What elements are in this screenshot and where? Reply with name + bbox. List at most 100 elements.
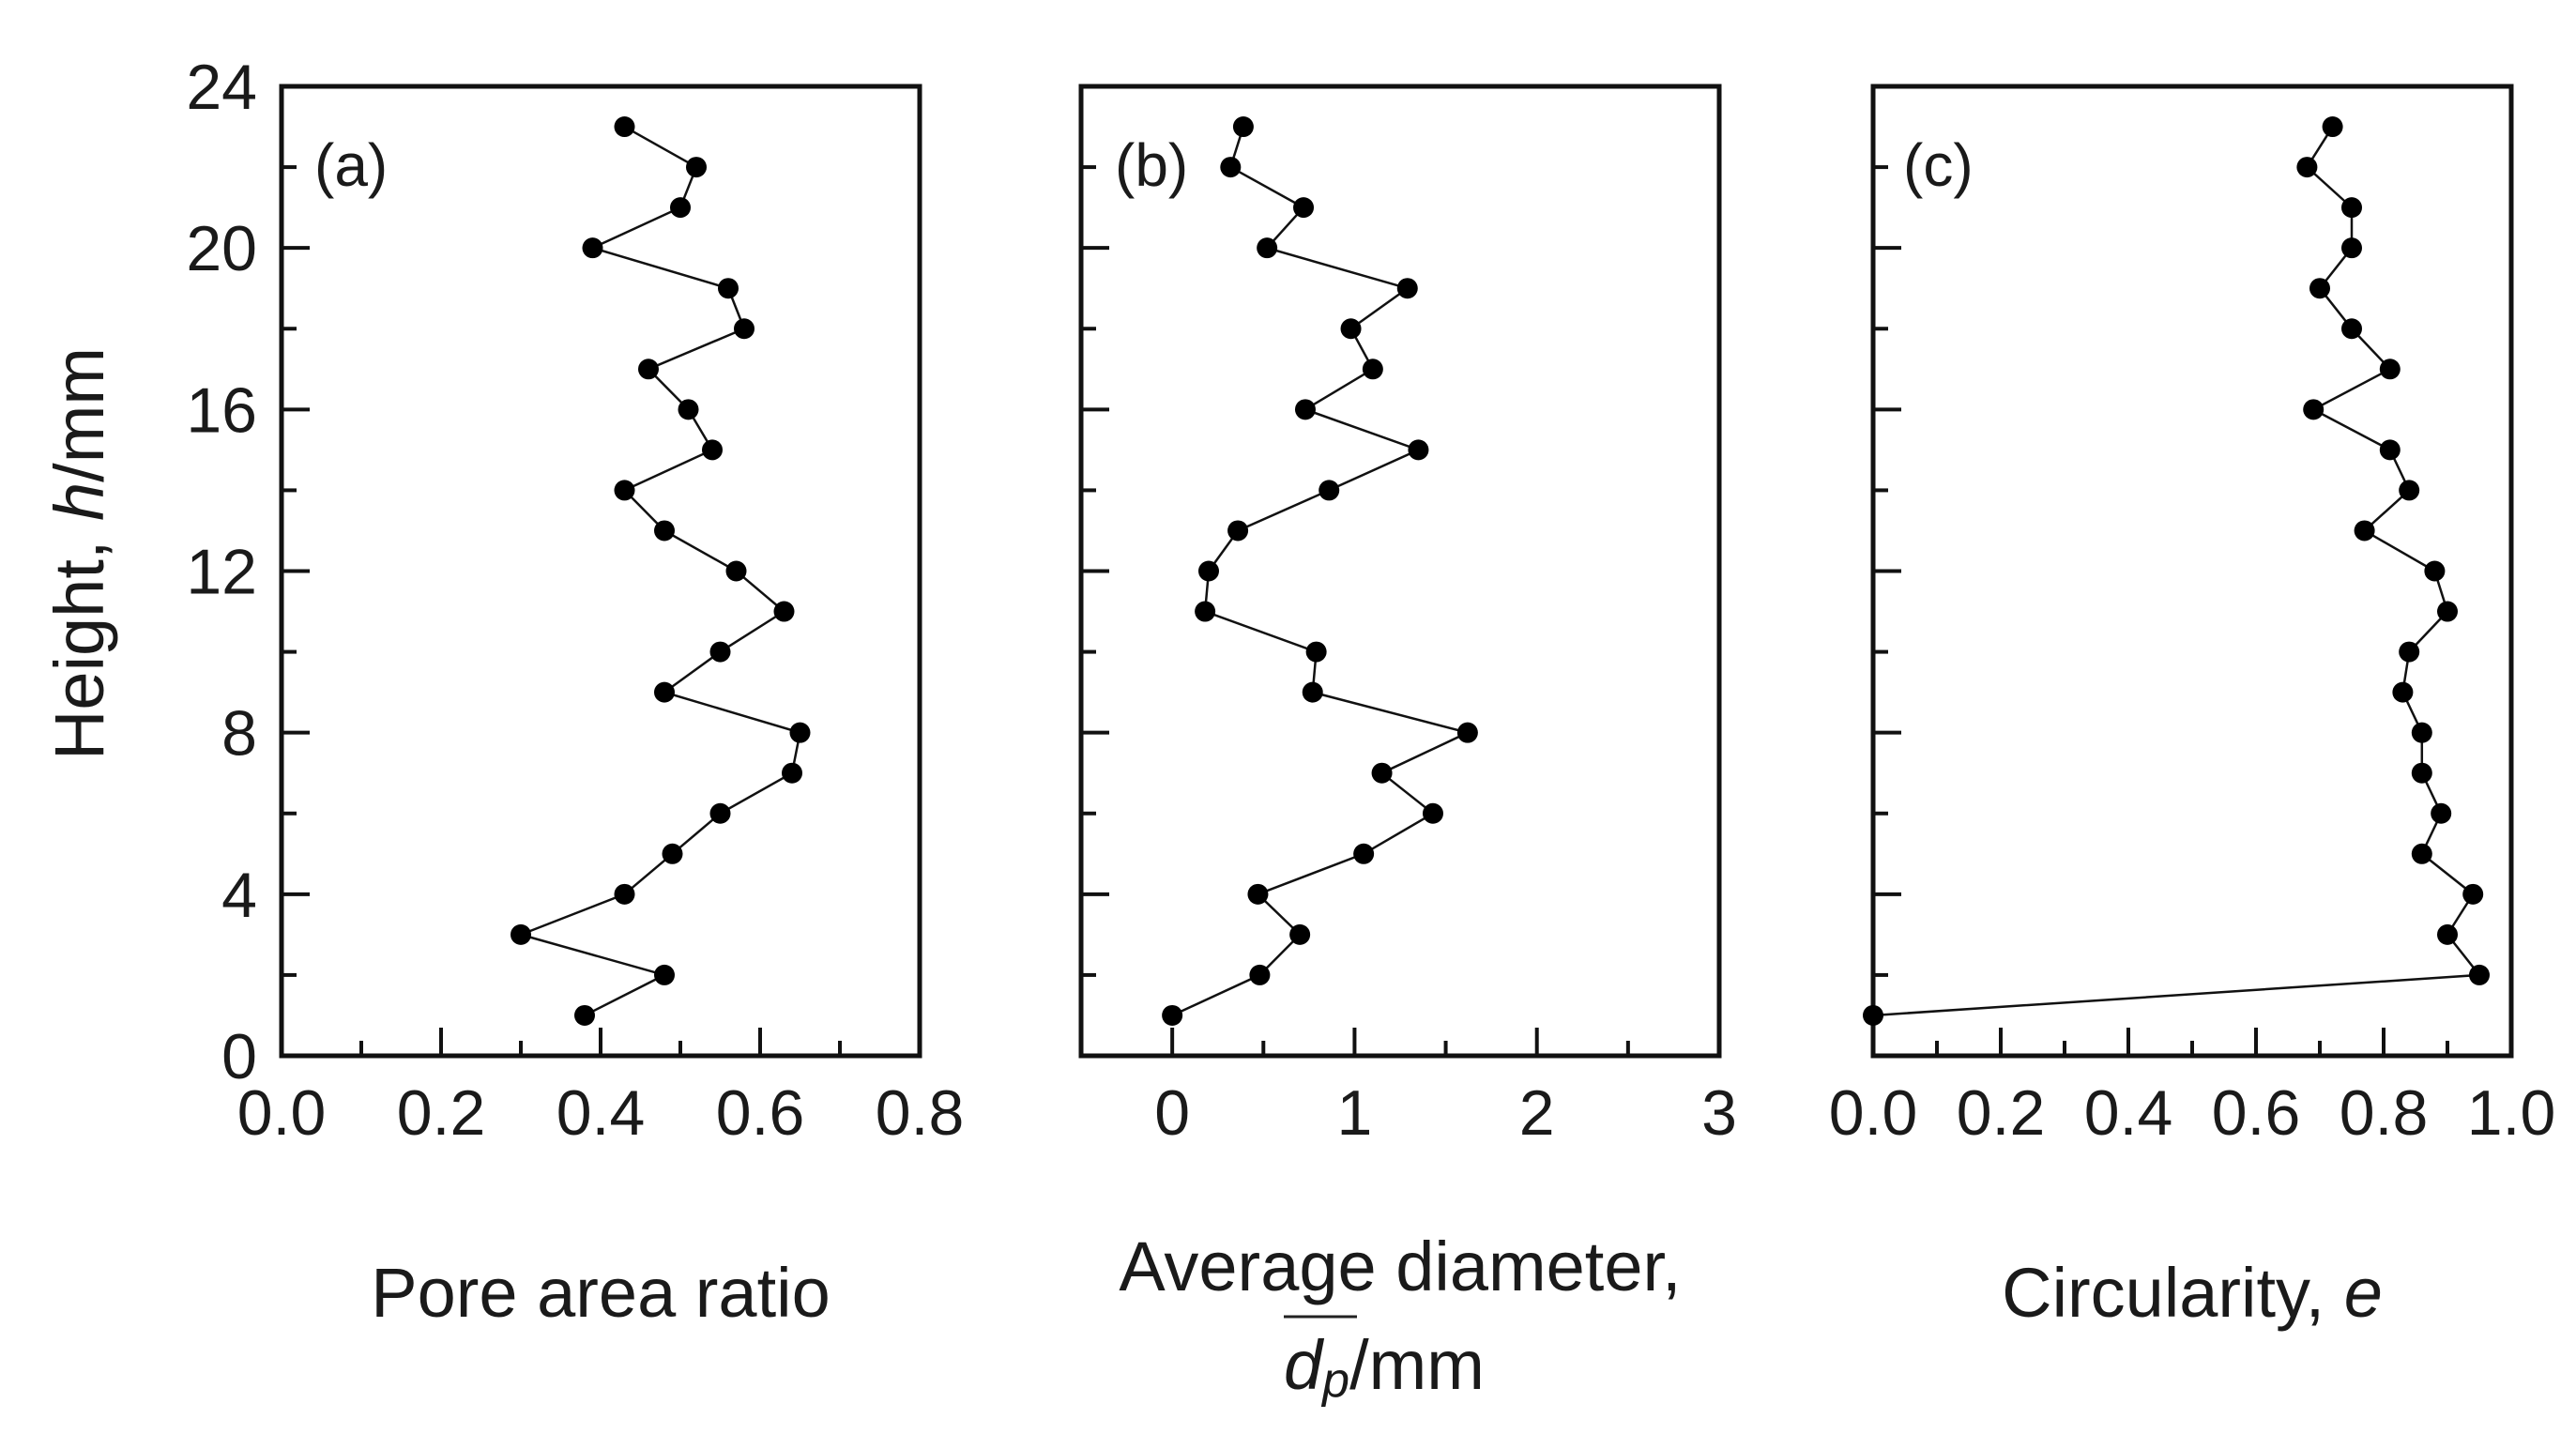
- panel-a-data-point: [614, 480, 635, 501]
- panel-a-data-point: [614, 116, 635, 138]
- panel-c-data-point: [2462, 883, 2484, 905]
- panel-b-data-point: [1249, 964, 1271, 985]
- panel-a-x-axis-title: Pore area ratio: [371, 1254, 831, 1332]
- panel-a-data-point: [782, 762, 802, 784]
- panel-a-y-tick-label: 8: [221, 698, 257, 770]
- panel-b-data-point: [1294, 399, 1316, 420]
- panel-a-y-tick-label: 20: [186, 213, 257, 284]
- panel-a-data-point: [614, 883, 635, 905]
- y-axis-title: Height, h/mm: [40, 347, 118, 760]
- panel-b-data-point: [1305, 641, 1327, 663]
- panel-a-x-tick-label: 0.6: [716, 1077, 805, 1149]
- panel-a-y-tick-label: 16: [186, 374, 257, 446]
- panel-b-data-point: [1456, 722, 1478, 743]
- panel-c-data-point: [2469, 964, 2490, 985]
- y-axis-title-variable: h: [40, 482, 118, 521]
- panel-b-x-axis-title-subscript: p: [1320, 1353, 1349, 1408]
- panel-c-x-tick-label: 0.2: [1957, 1077, 2046, 1149]
- panel-a-y-tick-label: 12: [186, 537, 257, 608]
- panel-c-data-point: [2399, 641, 2420, 663]
- panel-a-data-point: [582, 237, 603, 259]
- panel-a-data-point: [702, 439, 723, 461]
- panel-b-x-tick-label: 2: [1519, 1077, 1555, 1149]
- panel-b-data-point: [1247, 883, 1269, 905]
- panel-b-data-point: [1232, 116, 1254, 138]
- panel-a-data-point: [773, 601, 795, 622]
- panel-b-data-point: [1340, 318, 1362, 340]
- panel-a-data-point: [789, 722, 811, 743]
- panel-a-y-tick-labels: 0 4 8 12 16 20 24: [186, 52, 257, 1092]
- panel-b-markers: [1162, 116, 1478, 1026]
- panel-b-data-point: [1162, 1004, 1183, 1026]
- panel-a-x-tick-label: 0.8: [876, 1077, 965, 1149]
- panel-b-x-tick-label: 3: [1701, 1077, 1737, 1149]
- panel-b-data-point: [1353, 843, 1375, 864]
- panel-a-data-point: [709, 802, 731, 824]
- panel-c-data-point: [2303, 399, 2324, 420]
- panel-c-data-point: [2411, 722, 2432, 743]
- panel-a-grid-ticks: [280, 84, 922, 1058]
- panel-c-data-point: [2411, 762, 2432, 784]
- panel-c-data-point: [2322, 116, 2343, 138]
- panel-c-markers: [1863, 116, 2490, 1026]
- panel-a-data-point: [654, 520, 675, 542]
- panel-b-data-point: [1195, 601, 1216, 622]
- panel-b-x-tick-labels: 0 1 2 3: [1154, 1077, 1737, 1149]
- panel-c-data-point: [2341, 197, 2362, 219]
- panel-c-data-point: [2341, 237, 2362, 259]
- panel-c-data-point: [2399, 480, 2420, 501]
- panel-c-data-point: [2354, 520, 2375, 542]
- panel-a-data-point: [734, 318, 755, 340]
- panel-c-x-axis-title: Circularity, e: [2002, 1254, 2383, 1332]
- panel-b-data-point: [1408, 439, 1429, 461]
- panel-b-x-axis-title-variable: d: [1284, 1326, 1325, 1404]
- panel-c-x-tick-label: 1.0: [2467, 1077, 2556, 1149]
- panel-b-data-point: [1289, 923, 1311, 945]
- panel-b-data-point: [1422, 802, 1443, 824]
- panel-a-data-point: [725, 560, 747, 582]
- panel-a-data-point: [686, 157, 707, 178]
- panel-b-grid-ticks: [1079, 84, 1721, 1058]
- panel-b-data-point: [1257, 237, 1278, 259]
- panel-a-data-point: [678, 399, 699, 420]
- panel-b-data-point: [1396, 278, 1418, 299]
- y-axis-title-unit: /mm: [40, 347, 118, 482]
- y-axis-title-prefix: Height,: [40, 521, 118, 760]
- panel-a-x-tick-label: 0.4: [556, 1077, 646, 1149]
- panel-b-label: (b): [1115, 131, 1188, 199]
- panel-c-data-point: [2431, 802, 2452, 824]
- panel-c-grid-ticks: [1871, 84, 2513, 1058]
- panel-b-data-point: [1302, 681, 1323, 703]
- panel-c-x-tick-label: 0.6: [2212, 1077, 2301, 1149]
- panel-c-data-point: [2379, 439, 2401, 461]
- panel-a-x-tick-label: 0.0: [237, 1077, 327, 1149]
- panel-a-data-point: [670, 197, 691, 219]
- panel-b-data-point: [1371, 762, 1393, 784]
- panel-c-x-axis-title-variable: e: [2344, 1254, 2383, 1332]
- panel-c-data-point: [2437, 923, 2458, 945]
- panel-a-data-point: [662, 843, 683, 864]
- panel-a-x-tick-label: 0.2: [397, 1077, 486, 1149]
- panel-c-x-tick-label: 0.8: [2340, 1077, 2429, 1149]
- panel-c-x-tick-labels: 0.0 0.2 0.4 0.6 0.8 1.0: [1829, 1077, 2556, 1149]
- panel-a-data-point: [654, 681, 675, 703]
- panel-c-data-point: [2392, 681, 2414, 703]
- panel-c: (c) 0.0 0.2 0.4 0.6 0.8 1.0 Circularity, e: [1829, 84, 2556, 1332]
- panel-c-data-point: [2424, 560, 2446, 582]
- panel-a-y-tick-label: 0: [221, 1021, 257, 1092]
- panel-a-data-point: [718, 278, 739, 299]
- panel-a-frame: [279, 84, 922, 1059]
- panel-c-data-point: [2411, 843, 2432, 864]
- panel-b: (b) 0 1 2 3 Average diameter, dp/mm: [1078, 84, 1737, 1408]
- panel-a-data-point: [574, 1004, 595, 1026]
- panel-a-data-point: [654, 964, 675, 985]
- panel-c-data-point: [2296, 157, 2318, 178]
- panel-a-y-tick-label: 24: [186, 52, 257, 123]
- panel-b-data-point: [1362, 358, 1383, 380]
- panel-b-x-tick-label: 1: [1337, 1077, 1373, 1149]
- panel-b-data-point: [1198, 560, 1219, 582]
- panel-b-x-axis-title-unit: /mm: [1349, 1326, 1485, 1404]
- panel-a-label: (a): [314, 131, 388, 199]
- panel-b-data-point: [1318, 480, 1340, 501]
